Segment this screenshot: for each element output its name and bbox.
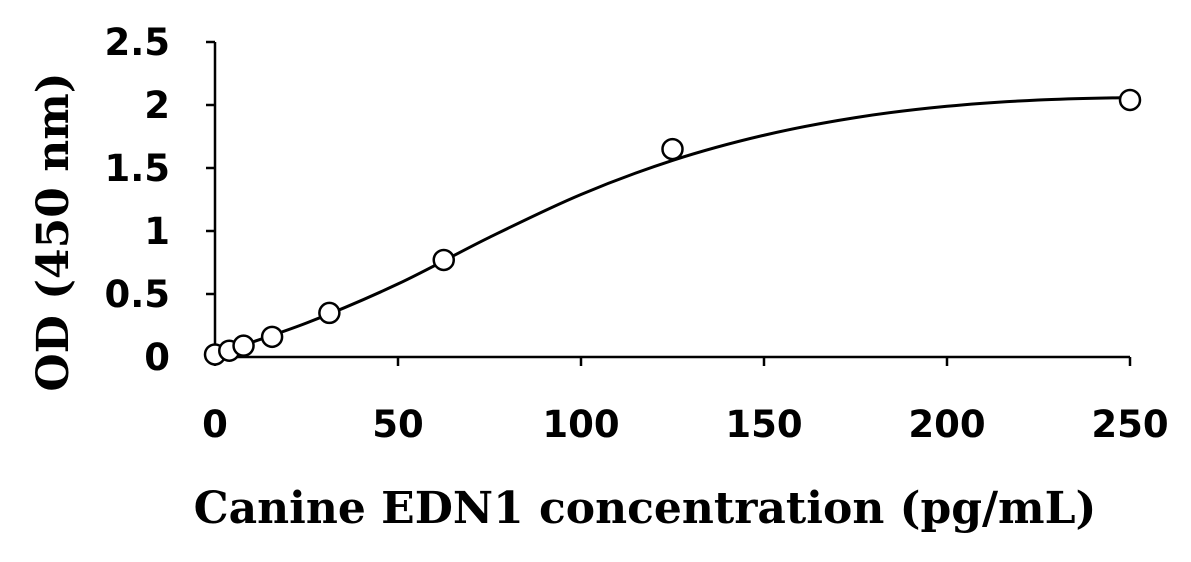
data-point — [432, 248, 455, 272]
y-tick-label: 0.5 — [104, 273, 170, 316]
y-tick-label: 2 — [144, 84, 170, 127]
axes — [213, 42, 1130, 359]
x-tick-label: 200 — [908, 403, 985, 446]
y-tick-label: 1 — [144, 210, 170, 253]
y-tick-label: 2.5 — [104, 21, 170, 64]
data-point — [232, 334, 255, 357]
fit-curve — [214, 95, 1131, 356]
x-tick-label: 150 — [725, 403, 802, 446]
y-tick-label: 1.5 — [104, 147, 170, 190]
x-tick-label: 250 — [1091, 403, 1168, 446]
data-points — [203, 88, 1142, 366]
data-point — [260, 325, 284, 349]
x-axis-title: Canine EDN1 concentration (pg/mL) — [194, 483, 1097, 534]
y-ticks: 0 0.5 1 1.5 2 2.5 — [104, 21, 215, 379]
data-point — [1118, 88, 1142, 112]
x-ticks: 0 50 100 150 200 250 — [202, 357, 1169, 446]
y-axis-title: OD (450 nm) — [28, 72, 79, 391]
data-point — [318, 301, 341, 325]
data-point — [661, 137, 684, 161]
x-tick-label: 100 — [542, 403, 619, 446]
x-tick-label: 50 — [372, 403, 424, 446]
y-tick-label: 0 — [144, 336, 170, 379]
x-tick-label: 0 — [202, 403, 228, 446]
